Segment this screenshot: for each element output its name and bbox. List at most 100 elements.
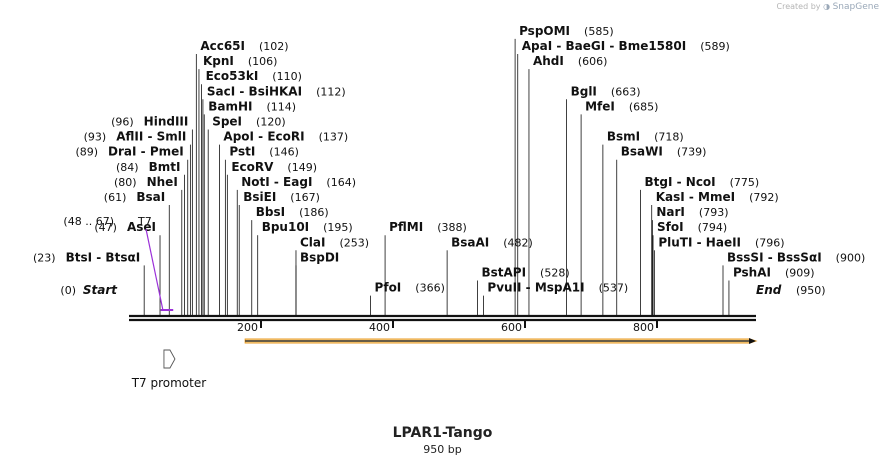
enzyme-site-bgli[interactable]: BglI (663) bbox=[566, 84, 641, 316]
enzyme-position: (93) bbox=[84, 131, 107, 144]
end-marker: End (950) bbox=[756, 283, 826, 297]
enzyme-site-bsiei[interactable]: BsiEI (167) bbox=[238, 190, 320, 316]
ruler-tick-400: 400 bbox=[369, 321, 394, 334]
enzyme-site-bpu10i[interactable]: Bpu10I (195) bbox=[257, 220, 353, 316]
enzyme-name: BsiEI bbox=[243, 190, 276, 204]
enzyme-position: (106) bbox=[248, 55, 278, 68]
enzyme-position: (909) bbox=[785, 267, 815, 280]
enzyme-position: (253) bbox=[339, 236, 369, 249]
enzyme-site-asei[interactable]: AseI (47) bbox=[94, 220, 161, 316]
enzyme-name: SacI - BsiHKAI bbox=[207, 84, 302, 98]
enzyme-position: (739) bbox=[677, 146, 707, 159]
enzyme-site-btgi-ncoi[interactable]: BtgI - NcoI (775) bbox=[640, 175, 760, 316]
enzyme-site-spei[interactable]: SpeI (120) bbox=[207, 115, 286, 317]
enzyme-position: (589) bbox=[700, 40, 730, 53]
enzyme-site-bsai[interactable]: BsaI (61) bbox=[104, 190, 170, 316]
enzyme-site-bsawi[interactable]: BsaWI (739) bbox=[616, 145, 707, 316]
enzyme-site-apai-baegi-bme1580i[interactable]: ApaI - BaeGI - Bme1580I (589) bbox=[517, 39, 730, 316]
enzyme-name: NotI - EagI bbox=[241, 175, 312, 189]
enzyme-site-clai[interactable]: ClaI (253) bbox=[295, 235, 369, 316]
enzyme-name: BbsI bbox=[256, 205, 285, 219]
enzyme-layer: Acc65I (102) KpnI (106)Eco53kI (110)SacI - B… bbox=[33, 24, 865, 316]
enzyme-site-apoi-ecori[interactable]: ApoI - EcoRI (137) bbox=[219, 130, 348, 316]
enzyme-site-acc65i[interactable]: Acc65I (102) bbox=[195, 39, 289, 316]
enzyme-position: (900) bbox=[836, 251, 866, 264]
enzyme-name: HindIII bbox=[144, 115, 189, 129]
backbone bbox=[129, 314, 756, 322]
enzyme-name: PspOMI bbox=[519, 24, 570, 38]
enzyme-site-bsaai[interactable]: BsaAI (482) bbox=[446, 235, 533, 316]
enzyme-position: (112) bbox=[316, 85, 346, 98]
ruler-tick-label: 400 bbox=[369, 321, 390, 334]
enzyme-site-aflii-smli[interactable]: AflII - SmlI (93) bbox=[84, 130, 191, 316]
enzyme-site-nari[interactable]: NarI (793) bbox=[651, 205, 729, 316]
enzyme-site-hindiii[interactable]: HindIII (96) bbox=[111, 115, 193, 317]
enzyme-site-mfei[interactable]: MfeI (685) bbox=[580, 99, 658, 316]
enzyme-site-saci-bsihkai[interactable]: SacI - BsiHKAI (112) bbox=[202, 84, 346, 316]
enzyme-name: NheI bbox=[147, 175, 178, 189]
enzyme-name: BsmI bbox=[607, 130, 640, 144]
enzyme-site-ahdi[interactable]: AhdI (606) bbox=[528, 54, 608, 316]
enzyme-name: BspDI bbox=[300, 250, 339, 264]
enzyme-site-ecorv[interactable]: EcoRV (149) bbox=[226, 160, 317, 316]
enzyme-position: (663) bbox=[611, 85, 641, 98]
enzyme-position: (186) bbox=[299, 206, 329, 219]
enzyme-position: (606) bbox=[578, 55, 608, 68]
enzyme-position: (137) bbox=[319, 131, 349, 144]
enzyme-position: (149) bbox=[287, 161, 317, 174]
enzyme-site-bsmi[interactable]: BsmI (718) bbox=[602, 130, 684, 316]
enzyme-site-pluti-haeii[interactable]: PluTI - HaeII (796) bbox=[653, 235, 785, 316]
enzyme-site-noti-eagi[interactable]: NotI - EagI (164) bbox=[236, 175, 356, 316]
enzyme-site-psti[interactable]: PstI (146) bbox=[224, 145, 299, 316]
enzyme-position: (102) bbox=[259, 40, 289, 53]
enzyme-name: BsaI bbox=[136, 190, 165, 204]
primer-position: (48 .. 67) bbox=[63, 215, 114, 228]
enzyme-position: (23) bbox=[33, 251, 56, 264]
enzyme-site-drai-pmei[interactable]: DraI - PmeI (89) bbox=[75, 145, 189, 316]
primer-t7[interactable]: T7 (48 .. 67) bbox=[63, 215, 174, 311]
enzyme-name: BglI bbox=[571, 84, 597, 98]
enzyme-name: SfoI bbox=[657, 220, 684, 234]
enzyme-position: (114) bbox=[267, 100, 297, 113]
enzyme-name: PflMI bbox=[389, 220, 423, 234]
enzyme-site-bmti[interactable]: BmtI (84) bbox=[116, 160, 185, 316]
enzyme-site-sfoi[interactable]: SfoI (794) bbox=[652, 220, 727, 316]
enzyme-name: BamHI bbox=[208, 99, 252, 113]
enzyme-site-kasi-mmei[interactable]: KasI - MmeI (792) bbox=[651, 190, 779, 316]
enzyme-name: BstAPI bbox=[481, 266, 526, 280]
enzyme-site-pspomi[interactable]: PspOMI (585) bbox=[514, 24, 614, 316]
ruler: 200 400 600 800 bbox=[237, 321, 658, 334]
enzyme-position: (146) bbox=[269, 146, 299, 159]
enzyme-name: ClaI bbox=[300, 235, 325, 249]
enzyme-site-eco53ki[interactable]: Eco53kI (110) bbox=[201, 69, 302, 316]
enzyme-site-bamhi[interactable]: BamHI (114) bbox=[203, 99, 297, 316]
enzyme-site-pvuii-mspa1i[interactable]: PvuII - MspA1I (537) bbox=[483, 281, 628, 316]
enzyme-site-bsssi-bsssαi[interactable]: BssSI - BssSαI (900) bbox=[722, 250, 866, 316]
credit: Created by ◑ SnapGene bbox=[777, 2, 880, 12]
enzyme-site-btsi-btsαi[interactable]: BtsI - BtsαI (23) bbox=[33, 250, 145, 316]
enzyme-name: BsaWI bbox=[621, 145, 663, 159]
enzyme-position: (718) bbox=[654, 131, 684, 144]
enzyme-site-pfoi[interactable]: PfoI (366) bbox=[370, 281, 445, 316]
enzyme-position: (120) bbox=[256, 116, 286, 129]
feature-bar-1[interactable] bbox=[244, 338, 758, 344]
enzyme-site-bbsi[interactable]: BbsI (186) bbox=[251, 205, 329, 316]
feature-arrowhead-icon bbox=[749, 338, 756, 344]
enzyme-name: MfeI bbox=[585, 99, 615, 113]
enzyme-name: BmtI bbox=[149, 160, 181, 174]
feature-t7-promoter[interactable]: T7 promoter bbox=[131, 349, 207, 390]
sequence-map: Acc65I (102) KpnI (106)Eco53kI (110)SacI - B… bbox=[33, 24, 865, 390]
enzyme-site-nhei[interactable]: NheI (80) bbox=[114, 175, 183, 316]
enzyme-site-bspdi[interactable]: BspDI bbox=[295, 250, 339, 316]
map-length: 950 bp bbox=[423, 443, 462, 456]
enzyme-site-pshai[interactable]: PshAI (909) bbox=[728, 266, 815, 317]
enzyme-position: (47) bbox=[94, 221, 117, 234]
enzyme-site-pflmi[interactable]: PflMI (388) bbox=[384, 220, 467, 316]
enzyme-position: (388) bbox=[437, 221, 467, 234]
enzyme-position: (793) bbox=[699, 206, 729, 219]
enzyme-site-kpni[interactable]: KpnI (106) bbox=[198, 54, 278, 316]
credit-brand: SnapGene bbox=[832, 2, 879, 12]
enzyme-name: AseI bbox=[127, 220, 156, 234]
enzyme-name: EcoRV bbox=[231, 160, 274, 174]
feature-label: T7 promoter bbox=[131, 376, 207, 390]
